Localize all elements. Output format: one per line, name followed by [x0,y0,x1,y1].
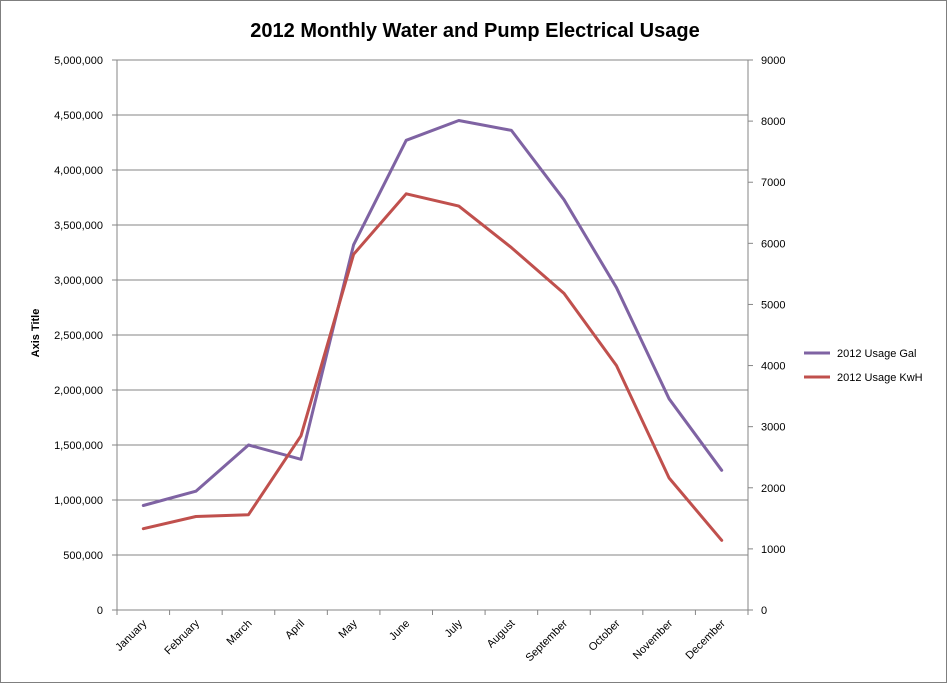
x-tick-label: February [162,617,202,657]
x-axis-ticks: January February March April May June July Augu… [113,610,749,664]
x-tick-label: April [283,618,307,642]
right-axis-ticks: 0 1000 2000 3000 4000 5000 6000 7000 8000 9000 [748,55,785,617]
right-tick-label: 8000 [761,116,785,128]
left-tick-label: 5,000,000 [54,55,103,67]
gridlines [117,59,748,556]
left-axis-title: Axis Title [30,309,42,358]
left-tick-label: 3,500,000 [54,220,103,232]
right-tick-label: 6000 [761,238,785,250]
left-tick-label: 0 [97,605,103,617]
x-tick-label: May [337,617,361,641]
legend-label: 2012 Usage Gal [837,348,917,360]
x-tick-label: August [485,618,518,651]
left-axis-ticks: 0 500,000 1,000,000 1,500,000 2,000,000 2,500… [54,55,117,617]
x-tick-label: September [524,617,571,664]
legend: 2012 Usage Gal 2012 Usage KwH [804,348,923,384]
left-tick-label: 1,500,000 [54,440,103,452]
x-tick-label: March [224,618,254,648]
left-tick-label: 4,500,000 [54,110,103,122]
left-tick-label: 500,000 [63,550,103,562]
right-tick-label: 1000 [761,544,785,556]
series-line [141,192,724,542]
right-tick-label: 7000 [761,177,785,189]
legend-label: 2012 Usage KwH [837,372,923,384]
x-tick-label: October [587,617,623,653]
right-tick-label: 2000 [761,483,785,495]
right-tick-label: 5000 [761,299,785,311]
x-tick-label: November [631,617,676,662]
right-tick-label: 9000 [761,55,785,67]
right-tick-label: 4000 [761,361,785,373]
left-tick-label: 4,000,000 [54,165,103,177]
right-tick-label: 3000 [761,422,785,434]
left-tick-label: 2,500,000 [54,330,103,342]
right-tick-label: 0 [761,605,767,617]
x-tick-label: July [443,617,466,640]
chart-title: 2012 Monthly Water and Pump Electrical U… [250,20,699,42]
x-tick-label: June [387,618,412,643]
x-tick-label: December [683,617,728,662]
left-tick-label: 2,000,000 [54,385,103,397]
series-lines [141,119,724,542]
left-tick-label: 1,000,000 [54,495,103,507]
left-tick-label: 3,000,000 [54,275,103,287]
x-tick-label: January [113,617,150,654]
series-line [141,119,724,507]
